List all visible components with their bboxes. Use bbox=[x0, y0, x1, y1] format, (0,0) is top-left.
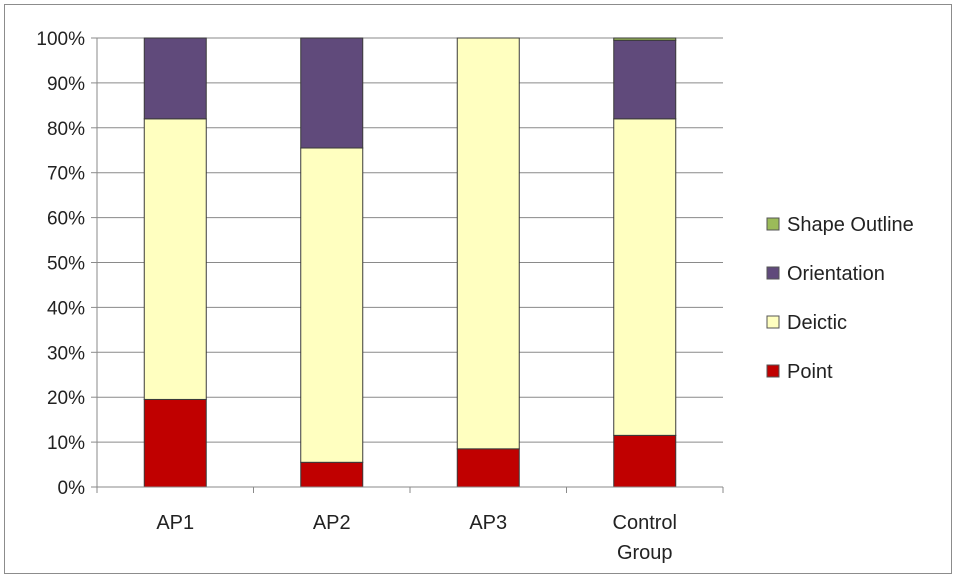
y-tick-label: 20% bbox=[47, 388, 85, 409]
bar-segment-point bbox=[613, 434, 677, 488]
legend-swatch bbox=[766, 315, 780, 329]
legend-swatch bbox=[766, 217, 780, 231]
x-tick-label: AP3 bbox=[469, 512, 507, 534]
axes bbox=[91, 37, 724, 493]
y-tick-label: 30% bbox=[47, 343, 85, 364]
bar-segment-orientation bbox=[613, 39, 677, 120]
bar-segment-deictic bbox=[456, 37, 520, 450]
bar-segment-orientation bbox=[143, 37, 207, 120]
y-tick-label: 100% bbox=[36, 29, 85, 50]
bar-segment-deictic bbox=[143, 118, 207, 400]
bar-segment-point bbox=[300, 461, 364, 488]
legend-label: Orientation bbox=[787, 263, 885, 285]
y-tick-label: 90% bbox=[47, 74, 85, 95]
y-tick-label: 0% bbox=[58, 478, 86, 499]
legend-label: Point bbox=[787, 361, 833, 383]
x-tick-label: AP2 bbox=[313, 512, 351, 534]
y-tick-label: 10% bbox=[47, 433, 85, 454]
bars bbox=[143, 37, 677, 488]
legend-swatch bbox=[766, 266, 780, 280]
legend: Shape Outline Orientation Deictic Point bbox=[766, 214, 914, 383]
bar-segment-point bbox=[456, 448, 520, 488]
x-tick-label: AP1 bbox=[156, 512, 194, 534]
y-tick-label: 80% bbox=[47, 119, 85, 140]
bar-segment-shape-outline bbox=[613, 37, 677, 41]
x-tick-label: Group bbox=[617, 542, 673, 564]
x-tick-label: Control bbox=[613, 512, 677, 534]
y-tick-label: 60% bbox=[47, 209, 85, 230]
y-tick-label: 50% bbox=[47, 254, 85, 275]
legend-label: Shape Outline bbox=[787, 214, 914, 236]
legend-swatch bbox=[766, 364, 780, 378]
legend-label: Deictic bbox=[787, 312, 847, 334]
y-tick-label: 40% bbox=[47, 298, 85, 319]
bar-segment-deictic bbox=[613, 118, 677, 436]
bar-segment-deictic bbox=[300, 147, 364, 463]
bar-segment-point bbox=[143, 398, 207, 488]
x-tick-labels: AP1 AP2 AP3 Control Group bbox=[156, 512, 677, 564]
y-tick-label: 70% bbox=[47, 164, 85, 185]
y-tick-labels: 0% 10% 20% 30% 40% 50% 60% 70% 80% 90% 100% bbox=[36, 29, 85, 499]
bar-segment-orientation bbox=[300, 37, 364, 149]
